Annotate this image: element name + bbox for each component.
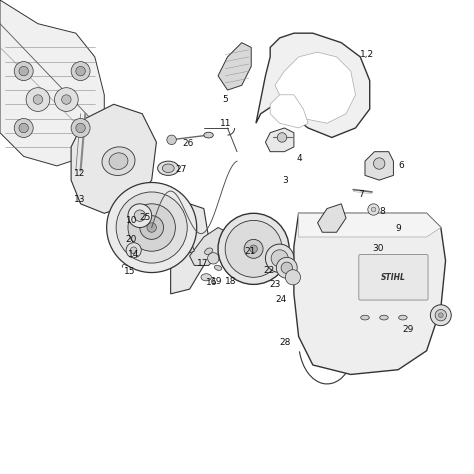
Circle shape	[126, 243, 141, 258]
Text: 24: 24	[275, 295, 286, 304]
Text: 17: 17	[197, 259, 208, 267]
Text: 25: 25	[140, 213, 151, 221]
Text: 27: 27	[175, 165, 187, 174]
Circle shape	[33, 95, 43, 104]
Polygon shape	[294, 213, 446, 374]
Text: 29: 29	[402, 325, 413, 334]
Circle shape	[271, 250, 288, 267]
Polygon shape	[299, 213, 441, 237]
Circle shape	[71, 62, 90, 81]
Ellipse shape	[204, 132, 213, 138]
Circle shape	[167, 135, 176, 145]
Polygon shape	[270, 95, 308, 128]
Circle shape	[276, 257, 297, 278]
Text: 1,2: 1,2	[360, 50, 374, 59]
Text: 3: 3	[282, 176, 288, 184]
Text: 23: 23	[269, 280, 281, 289]
Polygon shape	[175, 218, 194, 256]
Text: 12: 12	[73, 169, 85, 177]
Ellipse shape	[380, 315, 388, 320]
Text: 10: 10	[126, 216, 137, 225]
Ellipse shape	[162, 164, 174, 173]
Circle shape	[19, 123, 28, 133]
Circle shape	[134, 210, 146, 221]
Text: 19: 19	[211, 277, 222, 286]
Circle shape	[55, 88, 78, 111]
Polygon shape	[218, 43, 251, 90]
Circle shape	[277, 133, 287, 142]
Circle shape	[71, 118, 90, 137]
Circle shape	[26, 88, 50, 111]
Circle shape	[208, 253, 219, 264]
Circle shape	[14, 118, 33, 137]
Circle shape	[116, 192, 187, 263]
Ellipse shape	[157, 161, 179, 175]
Polygon shape	[171, 204, 209, 294]
Ellipse shape	[399, 315, 407, 320]
Text: 13: 13	[73, 195, 85, 203]
Circle shape	[250, 245, 257, 253]
Circle shape	[140, 216, 164, 239]
Text: 14: 14	[128, 250, 139, 259]
Text: STIHL: STIHL	[381, 273, 406, 282]
Circle shape	[374, 158, 385, 169]
Polygon shape	[275, 52, 356, 123]
Circle shape	[128, 204, 175, 251]
Circle shape	[371, 207, 376, 212]
Text: 7: 7	[358, 190, 364, 199]
Text: 21: 21	[244, 247, 255, 255]
Polygon shape	[71, 104, 156, 213]
Circle shape	[244, 239, 263, 258]
Ellipse shape	[214, 265, 222, 270]
Ellipse shape	[201, 274, 211, 281]
Text: 28: 28	[280, 338, 291, 346]
Text: 6: 6	[398, 162, 404, 170]
Circle shape	[19, 66, 28, 76]
Circle shape	[225, 220, 282, 277]
Circle shape	[107, 182, 197, 273]
Circle shape	[62, 95, 71, 104]
Polygon shape	[190, 228, 228, 265]
Text: 30: 30	[372, 245, 383, 253]
FancyBboxPatch shape	[359, 255, 428, 300]
Circle shape	[14, 62, 33, 81]
Polygon shape	[0, 0, 104, 166]
Polygon shape	[365, 152, 393, 180]
Polygon shape	[265, 128, 294, 152]
Circle shape	[285, 270, 301, 285]
Text: 8: 8	[379, 208, 385, 216]
Circle shape	[76, 123, 85, 133]
Text: 11: 11	[220, 119, 232, 128]
Circle shape	[147, 223, 156, 232]
Circle shape	[368, 204, 379, 215]
Circle shape	[128, 204, 152, 228]
Text: 16: 16	[206, 279, 218, 287]
Text: 18: 18	[225, 277, 237, 286]
Text: 20: 20	[126, 235, 137, 244]
Ellipse shape	[102, 147, 135, 175]
Circle shape	[281, 262, 292, 273]
Ellipse shape	[205, 248, 212, 255]
Polygon shape	[318, 204, 346, 232]
Text: 26: 26	[182, 139, 194, 147]
Text: 5: 5	[223, 95, 228, 104]
Text: 4: 4	[296, 155, 302, 163]
Ellipse shape	[361, 315, 369, 320]
Text: 15: 15	[124, 267, 136, 275]
Circle shape	[438, 313, 443, 318]
Circle shape	[430, 305, 451, 326]
Circle shape	[265, 244, 294, 273]
Circle shape	[218, 213, 289, 284]
Circle shape	[76, 66, 85, 76]
Ellipse shape	[109, 153, 128, 170]
Polygon shape	[256, 33, 370, 137]
Text: 22: 22	[263, 266, 274, 274]
Circle shape	[435, 310, 447, 321]
Text: 9: 9	[396, 224, 401, 233]
Circle shape	[130, 247, 137, 254]
